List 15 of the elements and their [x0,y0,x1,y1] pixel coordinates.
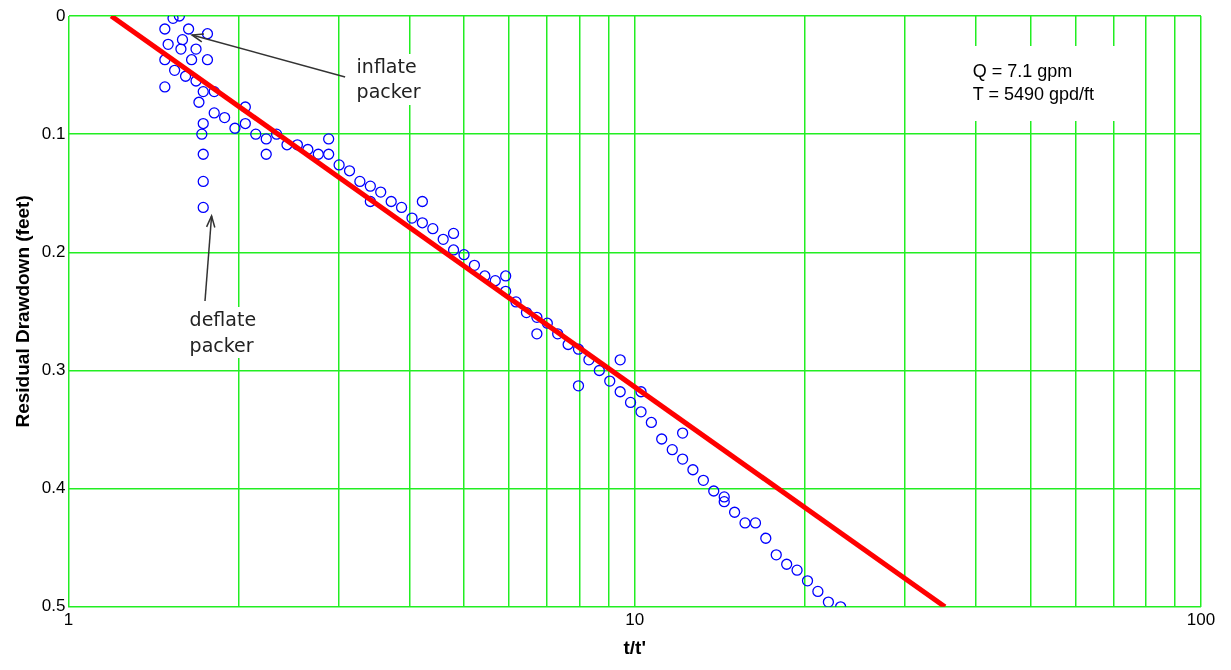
x-tick-label: 100 [1186,609,1216,629]
y-axis-title: Residual Drawdown (feet) [11,195,33,428]
y-tick-label: 0 [55,5,66,25]
annotation: T = 5490 gpd/ft [972,84,1094,105]
y-tick-label: 0.4 [41,478,66,498]
y-tick-label: 0.2 [41,242,66,262]
x-tick-label: 10 [625,609,645,629]
x-axis-title: t/t' [623,636,646,658]
y-tick-label: 0.5 [41,596,66,616]
annotation: Q = 7.1 gpm [972,61,1073,81]
x-tick-label: 1 [63,609,74,629]
annotation: deflate packer [186,307,260,359]
annotation: inflate packer [353,53,424,105]
y-tick-label: 0.1 [41,123,66,143]
y-tick-label: 0.3 [41,360,66,380]
